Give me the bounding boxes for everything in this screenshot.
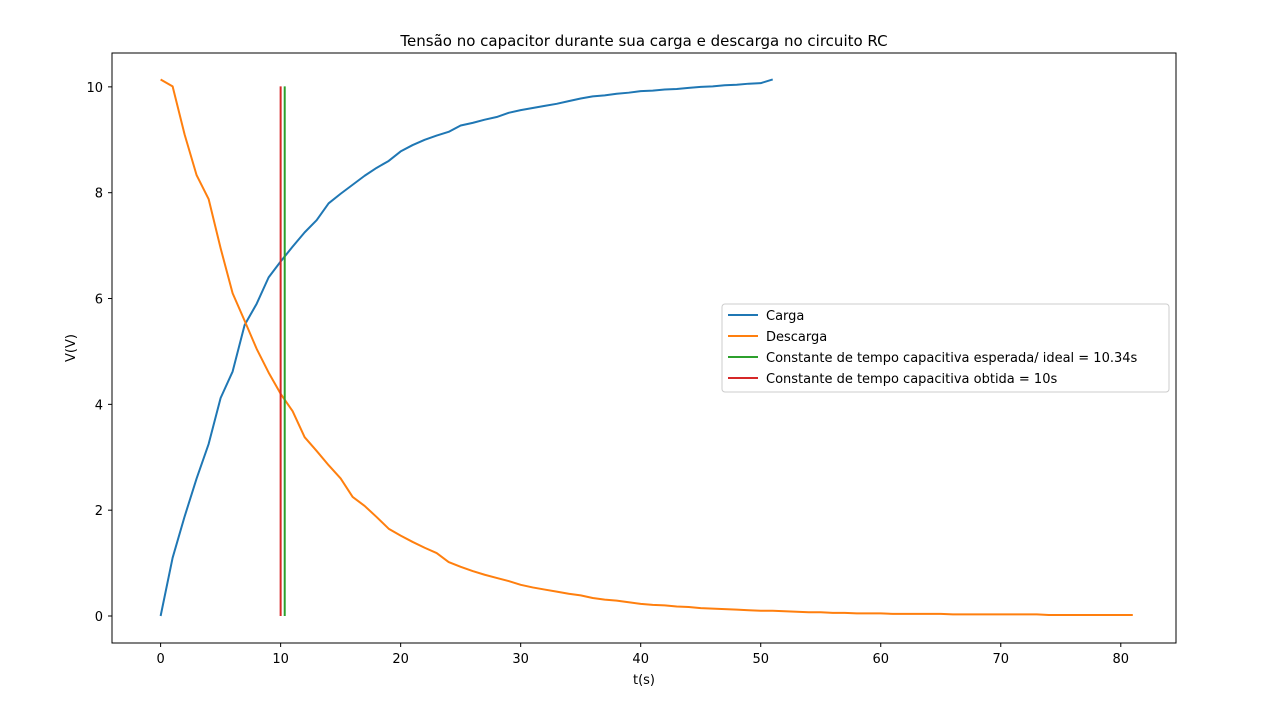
x-tick-label: 60: [872, 652, 889, 667]
y-tick-label: 6: [95, 293, 103, 308]
legend-label-esperada: Constante de tempo capacitiva esperada/ …: [766, 351, 1138, 366]
series-line-carga: [159, 78, 774, 617]
x-tick-label: 40: [632, 652, 649, 667]
y-tick-label: 2: [95, 504, 103, 519]
legend: Carga Descarga Constante de tempo capaci…: [721, 303, 1170, 393]
x-axis-ticks: 0 10 20 30 40 50 60 70 80: [156, 643, 1129, 667]
x-axis-label: t(s): [633, 673, 655, 688]
y-tick-label: 0: [95, 610, 103, 625]
y-tick-label: 10: [86, 81, 103, 96]
x-tick-label: 0: [156, 652, 164, 667]
y-tick-label: 8: [95, 187, 103, 202]
series-line-descarga: [160, 78, 1133, 616]
y-axis-ticks: 0 2 4 6 8 10: [86, 81, 112, 625]
legend-label-descarga: Descarga: [766, 330, 827, 345]
y-axis-label: V(V): [64, 334, 79, 362]
legend-label-carga: Carga: [766, 309, 804, 324]
vline-layer: [279, 86, 286, 617]
x-tick-label: 30: [512, 652, 529, 667]
series-layer: [159, 78, 1133, 617]
x-tick-label: 10: [272, 652, 289, 667]
plot-frame: [111, 52, 1177, 644]
x-tick-label: 80: [1113, 652, 1130, 667]
x-tick-label: 70: [992, 652, 1009, 667]
chart-title: Tensão no capacitor durante sua carga e …: [399, 32, 887, 50]
x-tick-label: 20: [392, 652, 409, 667]
legend-box: [721, 303, 1170, 393]
y-tick-label: 4: [95, 398, 103, 413]
x-tick-label: 50: [752, 652, 769, 667]
legend-label-obtida: Constante de tempo capacitiva obtida = 1…: [766, 372, 1057, 387]
